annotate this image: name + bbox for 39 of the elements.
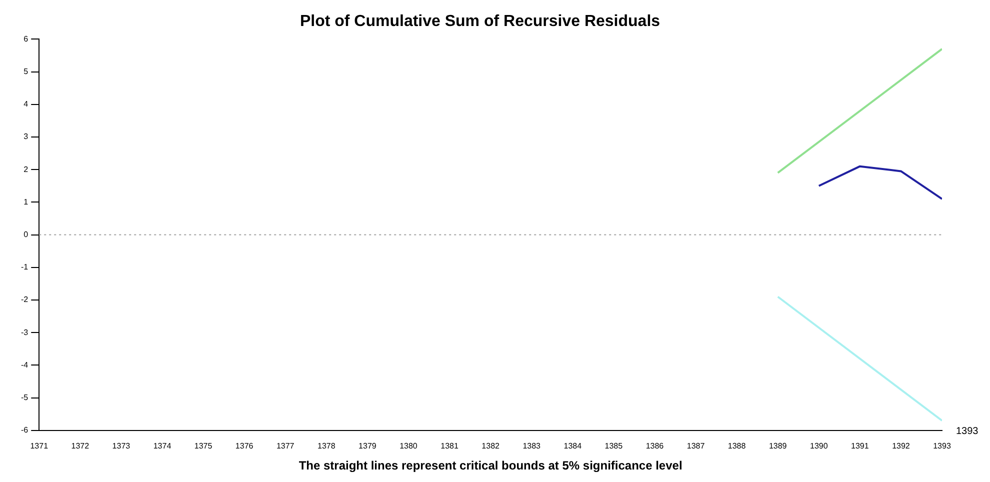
x-tick-label: 1393 xyxy=(933,441,952,450)
y-tick-label: 4 xyxy=(24,100,29,109)
x-tick-label: 1388 xyxy=(728,441,746,450)
y-tick-label: 3 xyxy=(24,132,29,142)
x-axis-title: 1393 xyxy=(956,426,979,438)
x-tick-label: 1392 xyxy=(892,441,910,450)
text: The straight lines represent critical bounds at 5% significance level xyxy=(298,458,682,472)
y-tick-label: -2 xyxy=(20,295,29,304)
x-tick-label: 1372 xyxy=(71,441,90,450)
x-tick-label: 1375 xyxy=(194,441,213,450)
y-tick-label: -1 xyxy=(20,262,29,272)
x-tick-label: 1382 xyxy=(482,441,500,450)
x-tick-label: 1371 xyxy=(30,441,49,450)
x-tick-label: 1389 xyxy=(768,441,788,450)
x-tick-label: 1391 xyxy=(851,441,870,450)
x-tick-label: 1379 xyxy=(358,441,377,450)
x-tick-label: 1384 xyxy=(564,441,582,450)
x-tick-label: 1377 xyxy=(276,441,295,450)
chart-title: Plot of Cumulative Sum of Recursive Residuals xyxy=(300,13,660,30)
y-tick-label: -5 xyxy=(20,393,29,402)
x-tick-label: 1387 xyxy=(686,441,706,450)
x-tick-label: 1374 xyxy=(153,441,172,450)
x-tick-label: 1380 xyxy=(400,441,418,450)
x-tick-label: 1381 xyxy=(440,441,459,450)
y-tick-label: -6 xyxy=(20,426,29,435)
y-tick-label: -3 xyxy=(20,328,29,337)
y-tick-label: 2 xyxy=(24,164,29,174)
x-tick-label: 1386 xyxy=(646,441,664,450)
y-tick-label: 1 xyxy=(24,197,29,206)
x-tick-label: 1373 xyxy=(112,441,131,450)
y-tick-label: 5 xyxy=(24,67,29,76)
x-tick-label: 1376 xyxy=(235,441,254,450)
y-tick-label: -4 xyxy=(20,360,29,370)
x-tick-label: 1390 xyxy=(810,441,828,450)
x-tick-label: 1383 xyxy=(522,441,542,450)
y-tick-label: 0 xyxy=(24,230,29,240)
y-tick-label: 6 xyxy=(24,34,29,44)
x-tick-label: 1378 xyxy=(317,441,336,450)
x-tick-label: 1385 xyxy=(604,441,624,450)
